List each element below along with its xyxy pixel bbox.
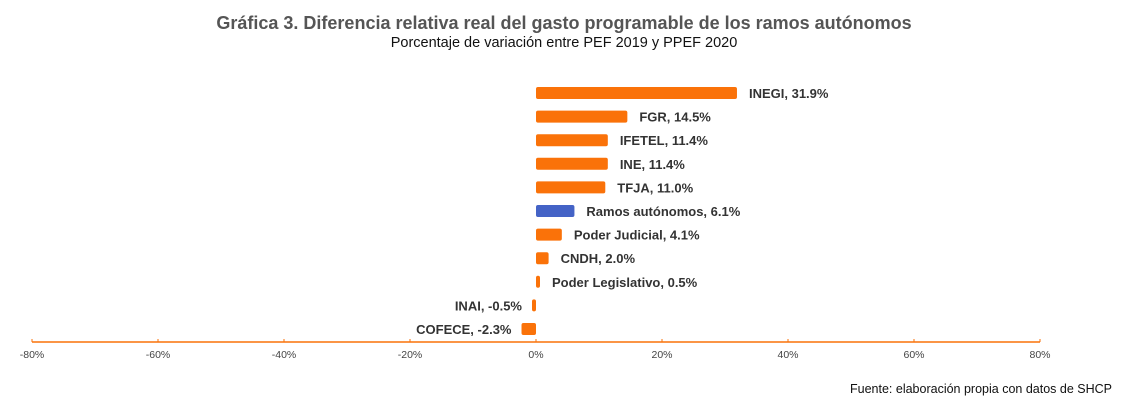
bar-label: INEGI, 31.9% [749, 86, 829, 101]
bar-fgr [536, 110, 628, 123]
x-tick-label: 40% [777, 349, 798, 361]
bar-label: Poder Judicial, 4.1% [574, 228, 700, 243]
bar-ifetel [536, 134, 608, 147]
bars-group [521, 87, 737, 335]
x-tick-label: -40% [272, 349, 297, 361]
x-axis: -80% -60% -40% -20% 0% 20% 40% 60% 80% [20, 339, 1051, 361]
x-tick-label: 60% [903, 349, 924, 361]
bar-poder-legislativo [536, 275, 540, 288]
bar-tfja [536, 181, 606, 194]
bar-label: FGR, 14.5% [639, 110, 711, 125]
bar-ramos-autonomos [536, 205, 575, 217]
x-tick-label: -20% [398, 349, 423, 361]
bar-poder-judicial [536, 228, 562, 241]
bar-inai [532, 299, 536, 312]
bar-label: Poder Legislativo, 0.5% [552, 275, 698, 290]
source-note: Fuente: elaboración propia con datos de … [850, 382, 1112, 396]
bar-label: COFECE, -2.3% [416, 322, 512, 337]
bar-label: INE, 11.4% [620, 157, 685, 172]
x-tick-label: -80% [20, 349, 45, 361]
bar-ine [536, 157, 608, 170]
bar-label: Ramos autónomos, 6.1% [586, 204, 740, 219]
bar-cofece [521, 323, 536, 335]
chart-subtitle: Porcentaje de variación entre PEF 2019 y… [390, 35, 738, 51]
bar-label: IFETEL, 11.4% [620, 133, 709, 148]
bar-inegi [536, 87, 737, 99]
x-tick-label: 80% [1029, 349, 1050, 361]
chart-title: Gráfica 3. Diferencia relativa real del … [216, 13, 912, 33]
bar-cndh [536, 252, 549, 265]
x-tick-label: 0% [528, 349, 543, 361]
bar-labels-group: INEGI, 31.9% FGR, 14.5% IFETEL, 11.4% INE, … [416, 86, 829, 337]
bar-label: TFJA, 11.0% [617, 180, 693, 195]
bar-label: INAI, -0.5% [455, 298, 523, 313]
x-tick-label: 20% [651, 349, 672, 361]
x-tick-label: -60% [146, 349, 171, 361]
bar-label: CNDH, 2.0% [561, 251, 636, 266]
